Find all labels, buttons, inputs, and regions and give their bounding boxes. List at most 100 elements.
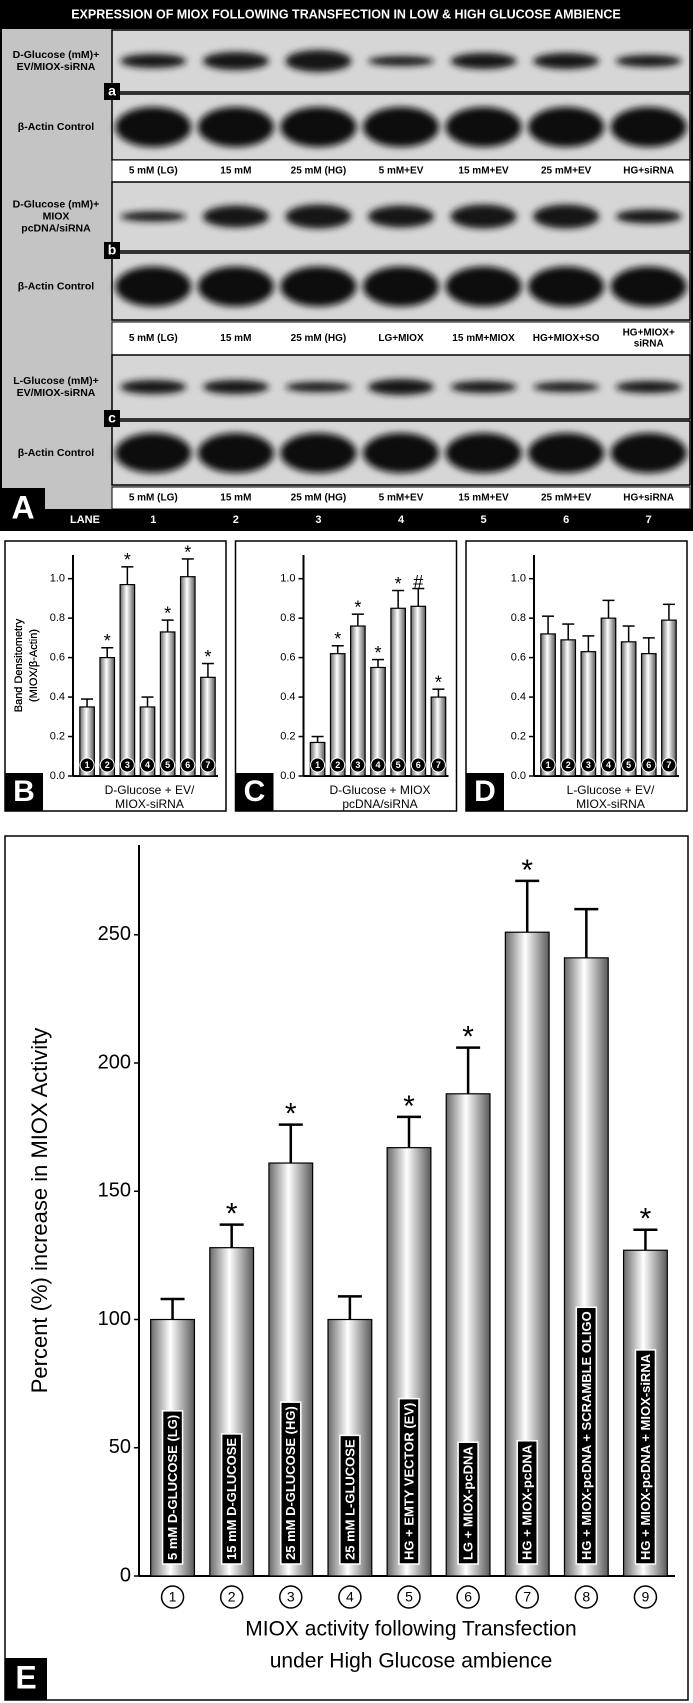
row-label: L-Glucose (mM)+	[13, 375, 98, 387]
actin-band	[445, 433, 522, 473]
lane-label: 5 mM+EV	[379, 493, 424, 504]
significance-marker: *	[334, 629, 341, 649]
miox-band	[120, 380, 187, 394]
miox-band	[533, 204, 600, 229]
actin-band	[280, 266, 357, 307]
category-badge	[219, 1585, 244, 1609]
y-tick-label: 0.8	[511, 612, 526, 624]
row-label: D-Glucose (mM)+	[13, 49, 100, 61]
miox-band	[450, 53, 517, 69]
bar-label-group: 5 mM D-GLUCOSE (LG)	[161, 1410, 184, 1565]
y-tick-label: 0.4	[50, 691, 65, 703]
x-tick-label: 1	[169, 1589, 177, 1605]
category-badge	[633, 1585, 658, 1609]
y-tick-label: 0	[120, 1564, 131, 1586]
miox-band	[450, 381, 517, 393]
bar	[410, 605, 427, 777]
category-badge	[119, 757, 135, 773]
chart-panel: 0.0 0.2 0.4 0.6 0.8 1.0 Band Densitometry (MIOX…	[4, 540, 227, 812]
y-axis-label: Band Densitometry	[13, 618, 25, 712]
x-tick-label: 2	[566, 760, 571, 770]
chart-panel: 0.0 0.2 0.4 0.6 0.8 1.0 Band Densitometry (MIOX…	[13, 540, 688, 812]
x-tick-label: 6	[416, 760, 421, 770]
y-tick-label: 1.0	[280, 573, 295, 585]
y-tick-label: 0.2	[50, 730, 65, 742]
bar-label: LG + MIOX-pcDNA	[461, 1446, 476, 1560]
category-badge	[330, 757, 346, 773]
category-badge	[279, 1585, 303, 1609]
x-tick-label: 3	[586, 760, 591, 770]
y-tick-label: 150	[98, 1180, 131, 1202]
lane-label: 5 mM (LG)	[129, 333, 178, 344]
row-label: pcDNA/siRNA	[21, 222, 91, 234]
x-tick-label: 6	[646, 760, 651, 770]
x-tick-label: 2	[335, 760, 340, 770]
row-label: D-Glucose (mM)+	[13, 198, 100, 210]
section-letter: b	[108, 242, 117, 258]
actin-band	[445, 107, 522, 147]
significance-marker: #	[413, 572, 423, 592]
lane-number: 7	[646, 514, 652, 526]
significance-marker: *	[285, 1097, 297, 1130]
lane-number: 4	[398, 514, 405, 526]
lane-label: LG+MIOX	[378, 333, 424, 344]
actin-band	[115, 107, 192, 147]
miox-band	[368, 56, 434, 66]
x-tick-label: 8	[582, 1589, 590, 1605]
x-tick-label: 4	[606, 760, 611, 770]
panel-letter-box	[5, 1658, 47, 1700]
x-tick-label: 5	[396, 760, 401, 770]
category-badge	[310, 757, 326, 773]
bar	[430, 696, 447, 777]
panel-letter-box	[235, 773, 274, 811]
significance-marker: *	[521, 854, 533, 887]
significance-marker: *	[204, 647, 211, 667]
lane-label: 5 mM (LG)	[129, 493, 178, 504]
bar-label-bg	[339, 1434, 361, 1565]
control-label: β-Actin Control	[18, 121, 94, 133]
actin-band	[528, 433, 605, 473]
x-tick-label: 9	[642, 1589, 650, 1605]
significance-marker: *	[226, 1198, 238, 1231]
panel-letter-box	[5, 773, 43, 811]
y-tick-label: 0.4	[511, 691, 526, 703]
bar-label: HG + EMTY VECTOR (EV)	[401, 1403, 416, 1560]
panel-letter-box	[1, 488, 45, 530]
y-tick-label: 100	[98, 1308, 131, 1330]
section-letter: a	[108, 83, 116, 99]
miox-band	[202, 52, 269, 70]
panel-letter-box	[466, 773, 504, 811]
significance-marker: *	[124, 550, 131, 570]
lane-label: 25 mM+EV	[541, 493, 592, 504]
category-badge	[160, 1585, 185, 1609]
row-label: MIOX	[43, 210, 70, 222]
actin-band	[197, 107, 274, 147]
bar-label: HG + MIOX-pcDNA + MIOX-siRNA	[638, 1353, 653, 1560]
actin-band	[363, 433, 439, 473]
actin-band	[610, 433, 687, 473]
x-axis-label: MIOX-siRNA	[115, 797, 184, 811]
y-tick-label: 0.4	[280, 691, 295, 703]
x-tick-label: 5	[165, 760, 170, 770]
lane-label: 25 mM (HG)	[291, 493, 347, 504]
y-tick-label: 0.2	[511, 730, 526, 742]
bar	[620, 641, 637, 777]
significance-marker: *	[435, 673, 442, 693]
y-tick-label: 50	[109, 1436, 131, 1458]
bar-label: HG + MIOX-pcDNA + SCRAMBLE OLIGO	[579, 1311, 594, 1560]
x-axis-label: under High Glucose ambience	[270, 1650, 553, 1673]
y-tick-label: 0.6	[511, 652, 526, 664]
lane-label: HG+MIOX+	[623, 328, 675, 339]
blot-panel: EXPRESSION OF MIOX FOLLOWING TRANSFECTIO…	[0, 0, 693, 531]
y-axis-label: Percent (%) increase in MIOX Activity	[27, 1028, 52, 1394]
lane-label: 15 mM	[220, 333, 251, 344]
x-axis-label: D-Glucose + EV/	[105, 783, 195, 797]
x-tick-label: 2	[228, 1589, 236, 1605]
x-axis-label: D-Glucose + MIOX	[329, 783, 430, 797]
miox-band	[120, 54, 187, 68]
y-tick-label: 0.6	[50, 652, 65, 664]
y-axis-label: (MIOX/β-Actin)	[28, 629, 40, 702]
significance-marker: *	[164, 603, 171, 623]
section-letter: c	[108, 410, 116, 426]
